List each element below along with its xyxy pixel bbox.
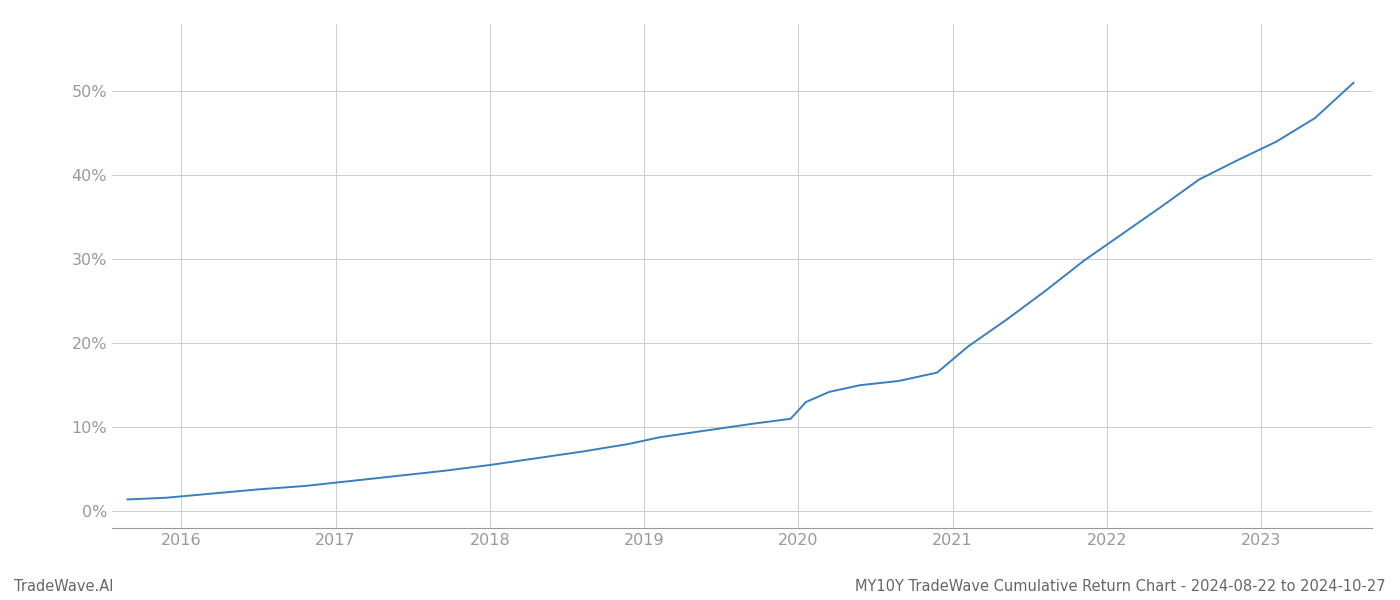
Text: TradeWave.AI: TradeWave.AI (14, 579, 113, 594)
Text: MY10Y TradeWave Cumulative Return Chart - 2024-08-22 to 2024-10-27: MY10Y TradeWave Cumulative Return Chart … (855, 579, 1386, 594)
